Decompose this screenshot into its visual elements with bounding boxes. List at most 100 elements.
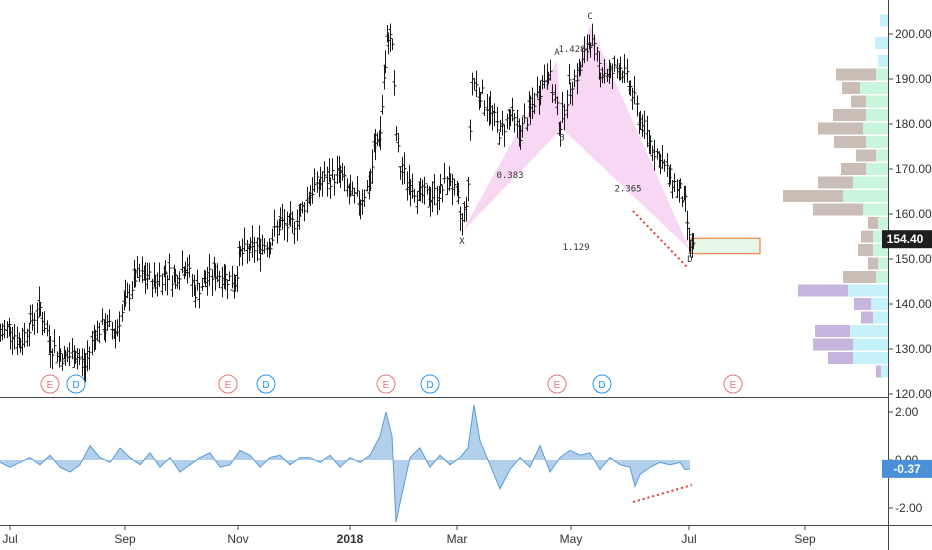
volume-profile-up-bar: [876, 149, 888, 162]
event-label: E: [383, 380, 390, 391]
price-axis-label: 170.00: [895, 162, 932, 176]
volume-profile-up-bar: [878, 257, 888, 270]
volume-profile-down-bar: [828, 352, 853, 364]
volume-profile-down-bar: [861, 230, 873, 243]
volume-profile-down-bar: [842, 82, 860, 94]
pattern-ratio-label: 0.383: [496, 171, 523, 181]
last-oscillator-badge: [882, 459, 932, 478]
volume-profile-up-bar: [866, 136, 888, 148]
pattern-point-label: X: [459, 237, 465, 247]
volume-profile-down-bar: [843, 271, 876, 283]
event-label: D: [262, 380, 269, 391]
volume-profile-down-bar: [834, 136, 866, 148]
event-circle: [376, 374, 396, 394]
pattern-point-label: A: [554, 48, 560, 58]
event-label: E: [554, 380, 561, 391]
price-axis-label: 140.00: [895, 297, 932, 311]
pattern-point-label: C: [587, 12, 592, 22]
oscillator-axis-label: 2.00: [895, 405, 919, 419]
volume-profile-down-bar: [851, 95, 866, 108]
oscillator-line: [0, 404, 691, 523]
event-circle: [547, 374, 567, 394]
oscillator-area: [0, 404, 690, 523]
price-axis-label: 160.00: [895, 207, 932, 221]
pattern-point-label: B: [559, 134, 564, 144]
ohlc-bars: [0, 23, 696, 383]
volume-profile-up-bar: [853, 176, 888, 189]
time-axis-label: Mar: [447, 532, 468, 546]
price-axis-label: 180.00: [895, 117, 932, 131]
volume-profile-down-bar: [854, 298, 871, 310]
volume-profile-up-bar: [876, 68, 888, 81]
time-axis-label: Jul: [681, 532, 696, 546]
volume-profile-up-bar: [843, 190, 888, 202]
pattern-xab-fill: [462, 61, 562, 232]
event-marker[interactable]: E: [40, 374, 60, 394]
volume-profile-down-bar: [868, 217, 878, 229]
event-circle: [218, 374, 238, 394]
time-axis-label: Nov: [227, 532, 248, 546]
volume-profile-up-bar: [866, 163, 888, 175]
event-marker[interactable]: D: [66, 374, 86, 394]
event-label: E: [47, 380, 54, 391]
pattern-ratio-label: 1.129: [562, 243, 589, 253]
volume-profile-down-bar: [818, 122, 863, 135]
volume-profile-up-bar: [850, 325, 888, 337]
time-axis-label: Sep: [794, 532, 816, 546]
event-marker[interactable]: D: [256, 374, 276, 394]
time-axis-label: Jul: [2, 532, 17, 546]
target-zone-box: [690, 237, 761, 255]
event-label: D: [426, 380, 433, 391]
pattern-point-label: D: [687, 255, 692, 265]
volume-profile-up-bar: [848, 284, 888, 297]
event-marker[interactable]: E: [547, 374, 567, 394]
time-axis-label: May: [560, 532, 583, 546]
volume-profile-up-bar: [880, 14, 888, 27]
volume-profile-up-bar: [876, 271, 888, 283]
volume-profile-down-bar: [836, 68, 876, 81]
volume-profile-down-bar: [783, 190, 843, 202]
event-circle: [40, 374, 60, 394]
event-marker[interactable]: E: [218, 374, 238, 394]
price-divergence-line: [632, 210, 689, 269]
last-price-badge: [882, 230, 932, 249]
time-axis-label: 2018: [337, 532, 364, 546]
event-circle: [256, 374, 276, 394]
volume-profile-down-bar: [858, 244, 873, 256]
event-marker[interactable]: D: [420, 374, 440, 394]
time-axis-label: Sep: [114, 532, 136, 546]
event-marker[interactable]: E: [376, 374, 396, 394]
event-circle: [66, 374, 86, 394]
volume-profile-down-bar: [798, 284, 848, 297]
event-label: D: [598, 380, 605, 391]
volume-profile-down-bar: [833, 109, 866, 121]
volume-profile-up-bar: [866, 95, 888, 108]
last-oscillator-label: -0.37: [893, 462, 921, 476]
event-circle: [592, 374, 612, 394]
volume-profile-down-bar: [813, 203, 863, 216]
event-marker[interactable]: E: [723, 374, 743, 394]
volume-profile-up-bar: [878, 55, 888, 67]
volume-profile-up-bar: [860, 82, 888, 94]
price-axis-label: 150.00: [895, 252, 932, 266]
event-marker[interactable]: D: [592, 374, 612, 394]
volume-profile-down-bar: [861, 311, 873, 324]
volume-profile-down-bar: [876, 365, 881, 378]
volume-profile-down-bar: [813, 338, 853, 351]
volume-profile-up-bar: [875, 37, 888, 49]
pattern-ratio-label: 1.428: [558, 45, 585, 55]
price-axis-label: 200.00: [895, 27, 932, 41]
volume-profile-up-bar: [878, 217, 888, 229]
oscillator-divergence-line: [632, 484, 693, 503]
oscillator-axis-label: -2.00: [895, 501, 923, 515]
volume-profile-up-bar: [853, 338, 888, 351]
event-label: D: [72, 380, 79, 391]
price-axis-label: 190.00: [895, 72, 932, 86]
pattern-ratio-label: 2.365: [614, 185, 641, 195]
event-label: E: [730, 380, 737, 391]
volume-profile-up-bar: [871, 298, 888, 310]
event-circle: [723, 374, 743, 394]
price-axis-label: 120.00: [895, 387, 932, 401]
last-price-label: 154.40: [887, 232, 924, 246]
